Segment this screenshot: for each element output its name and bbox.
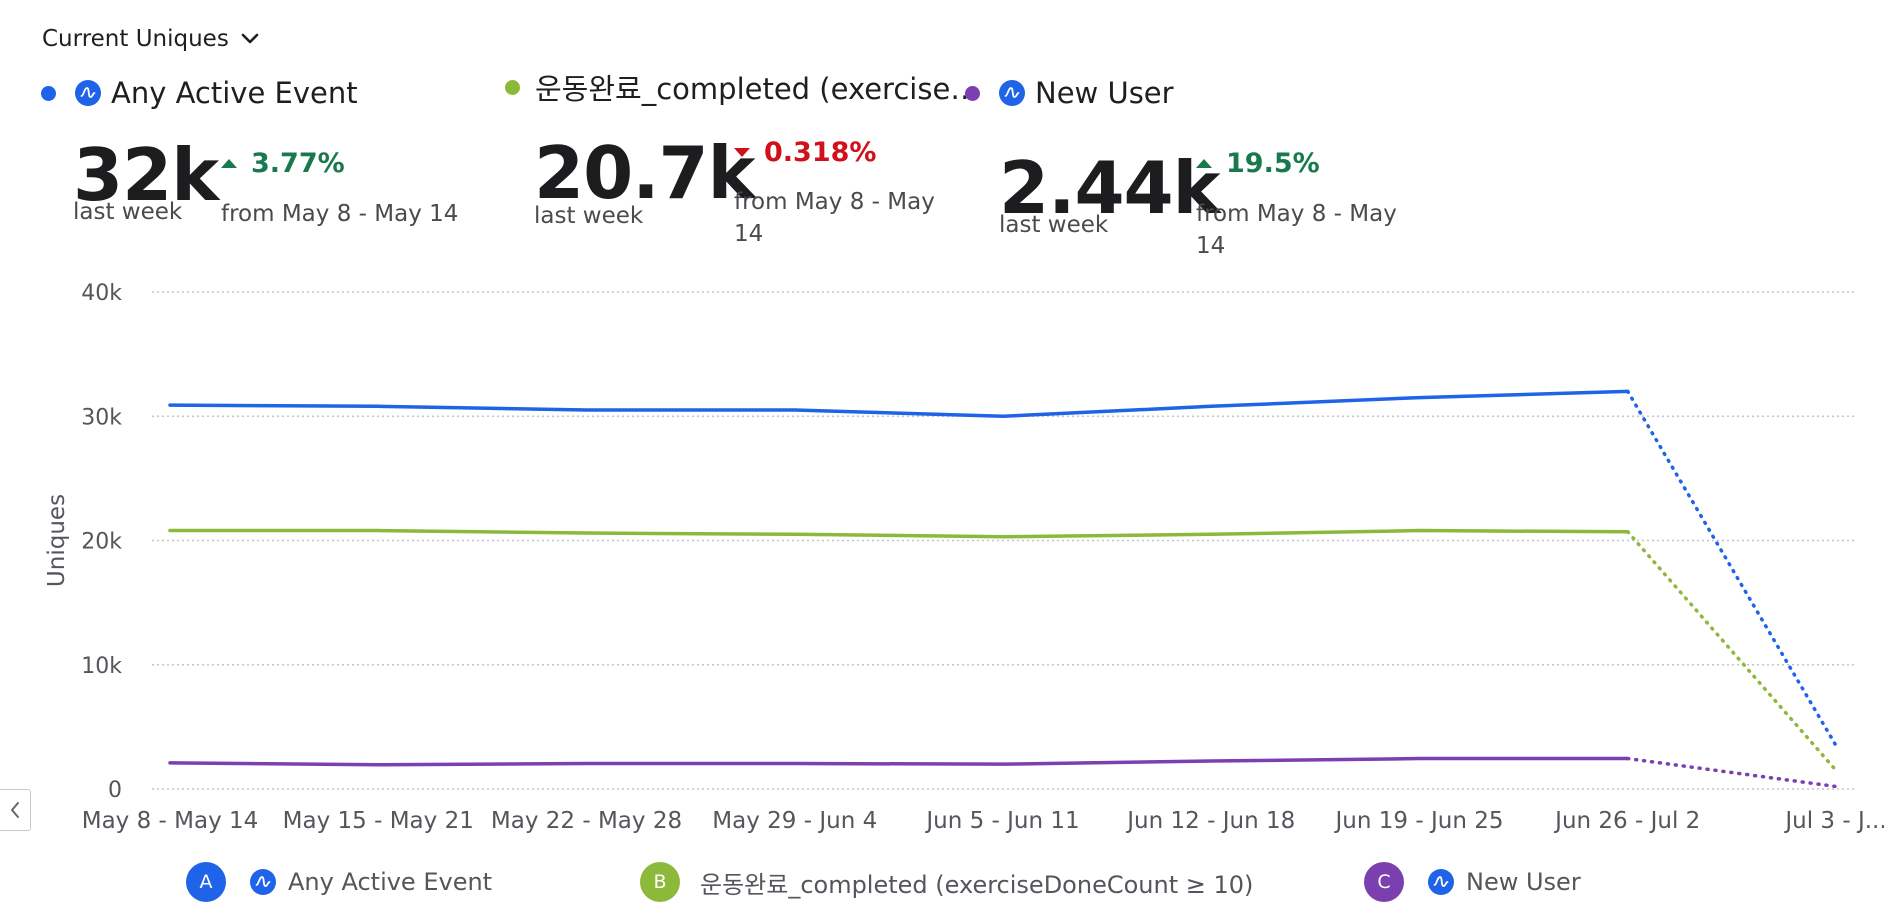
- amplitude-icon: [250, 869, 276, 895]
- legend-label: 운동완료_completed (exerciseDoneCount ≥ 10): [700, 870, 1254, 899]
- x-tick-label: Jun 12 - Jun 18: [1125, 808, 1295, 834]
- y-tick-label: 10k: [81, 654, 122, 679]
- kpi-comparison-line: from May 8 - May: [1196, 201, 1397, 227]
- kpi-header[interactable]: 운동완료_completed (exercise…: [505, 69, 980, 106]
- kpi-comparison-line: from May 8 - May 14: [221, 201, 459, 227]
- y-tick-label: 0: [108, 778, 122, 803]
- series-line-incomplete: [1626, 530, 1838, 773]
- kpi-title: 운동완료_completed (exercise…: [535, 72, 980, 106]
- legend-item-exercise-completed[interactable]: B 운동완료_completed (exerciseDoneCount ≥ 10…: [640, 862, 1253, 902]
- kpi-header[interactable]: New User: [965, 75, 1174, 111]
- kpi-period: last week: [73, 199, 183, 225]
- x-tick-label: Jun 19 - Jun 25: [1334, 808, 1504, 834]
- kpi-change: 19.5%: [1196, 148, 1320, 179]
- y-tick-label: 40k: [81, 281, 122, 306]
- series-line-incomplete: [1626, 389, 1838, 748]
- series-letter-badge: C: [1364, 862, 1404, 902]
- kpi-title: Any Active Event: [111, 76, 358, 110]
- series-color-dot: [965, 85, 980, 101]
- metric-selector[interactable]: Current Uniques: [42, 22, 259, 56]
- kpi-value: 2.44k: [999, 146, 1221, 230]
- y-axis-label: Uniques: [44, 494, 70, 587]
- x-tick-label: May 29 - Jun 4: [712, 808, 877, 834]
- series-color-dot: [41, 85, 56, 101]
- legend-label: Any Active Event: [288, 868, 493, 896]
- chevron-down-icon: [241, 33, 259, 44]
- trend-up-icon: [221, 159, 237, 168]
- kpi-change-value: 3.77%: [251, 148, 345, 179]
- x-tick-label: May 22 - May 28: [491, 808, 682, 834]
- x-tick-label: Jun 5 - Jun 11: [924, 808, 1079, 834]
- kpi-comparison-line: 14: [734, 221, 764, 247]
- kpi-any-active-event: Any Active Event 32k last week 3.77% fro…: [41, 75, 458, 227]
- trend-down-icon: [734, 148, 750, 157]
- kpi-comparison: from May 8 - May 14: [734, 186, 944, 250]
- line-chart[interactable]: 0 10k 20k 30k 40k Uniques May 8 - May 14 May 15…: [0, 270, 1884, 840]
- kpi-new-user: New User 2.44k last week 19.5% from May …: [965, 75, 1397, 259]
- kpi-value: 20.7k: [534, 131, 756, 215]
- kpi-comparison-line: from May 8 - May: [734, 189, 935, 215]
- kpi-header[interactable]: Any Active Event: [41, 75, 358, 111]
- kpi-title: New User: [1035, 76, 1174, 110]
- kpi-comparison-line: 14: [1196, 233, 1226, 259]
- x-tick-label: May 8 - May 14: [82, 808, 259, 834]
- x-tick-label: May 15 - May 21: [283, 808, 474, 834]
- series-line: [168, 389, 1630, 418]
- legend-item-new-user[interactable]: C New User: [1364, 862, 1581, 902]
- series-letter-badge: B: [640, 862, 680, 902]
- kpi-change: 3.77%: [221, 148, 345, 179]
- scroll-left-button[interactable]: [0, 789, 31, 831]
- amplitude-icon: [75, 80, 101, 106]
- x-tick-label: Jun 26 - Jul 2: [1553, 808, 1700, 834]
- legend-label: New User: [1466, 868, 1581, 896]
- series-line-incomplete: [1626, 756, 1838, 789]
- kpi-period: last week: [999, 212, 1109, 238]
- legend-item-any-active-event[interactable]: A Any Active Event: [186, 862, 492, 902]
- kpi-period: last week: [534, 203, 644, 229]
- y-tick-label: 20k: [81, 530, 122, 555]
- amplitude-icon: [1428, 869, 1454, 895]
- kpi-comparison: from May 8 - May 14: [1196, 198, 1406, 262]
- kpi-change: 0.318%: [734, 137, 876, 168]
- kpi-change-value: 19.5%: [1226, 148, 1320, 179]
- kpi-exercise-completed: 운동완료_completed (exercise… 20.7k last wee…: [505, 69, 980, 247]
- series-line: [168, 528, 1630, 539]
- kpi-value: 32k: [73, 133, 219, 217]
- chevron-left-icon: [11, 802, 19, 818]
- kpi-change-value: 0.318%: [764, 137, 877, 168]
- metric-selector-label: Current Uniques: [42, 26, 229, 52]
- trend-up-icon: [1196, 159, 1212, 168]
- series-line: [168, 756, 1630, 767]
- series-color-dot: [505, 79, 520, 95]
- series-letter-badge: A: [186, 862, 226, 902]
- kpi-comparison: from May 8 - May 14: [221, 198, 461, 230]
- y-tick-label: 30k: [81, 405, 122, 430]
- amplitude-icon: [999, 80, 1025, 106]
- x-tick-label: Jul 3 - J...: [1783, 808, 1884, 834]
